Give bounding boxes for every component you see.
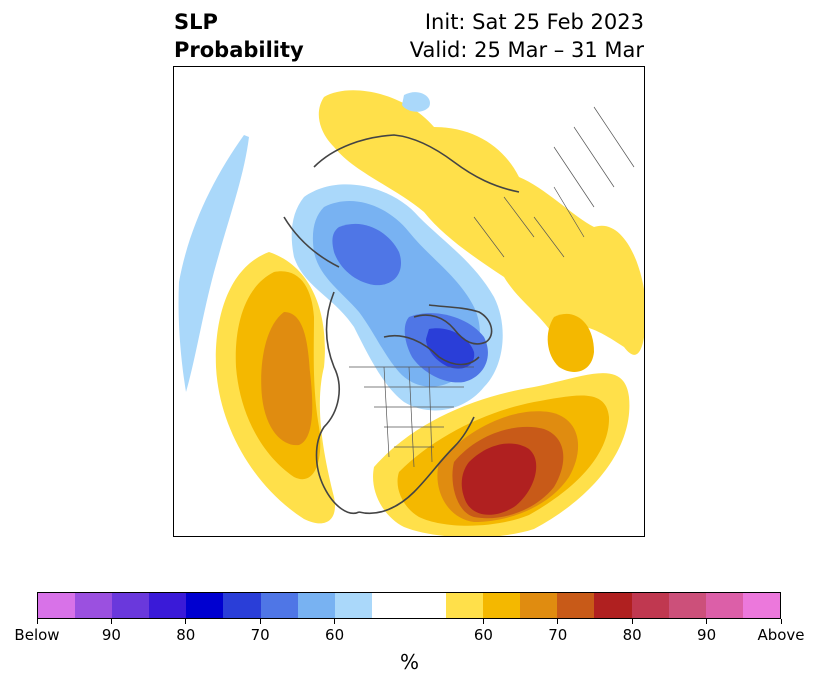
colorbar-tickmarks xyxy=(36,619,782,625)
valid-range: Valid: 25 Mar – 31 Mar xyxy=(409,38,644,62)
pacific-negative-region xyxy=(178,135,249,392)
colorbar-swatch xyxy=(371,593,409,618)
title-variable: SLP xyxy=(174,10,218,34)
colorbar-swatch xyxy=(668,593,706,618)
colorbar-swatch xyxy=(705,593,743,618)
colorbar-swatch xyxy=(520,593,558,618)
colorbar-swatch xyxy=(38,593,76,618)
hudson-arctic-coast xyxy=(383,334,480,366)
colorbar-tick-mark xyxy=(259,619,261,624)
colorbar-tick-label: 60 xyxy=(473,626,493,644)
colorbar-tick-label: 90 xyxy=(697,626,717,644)
colorbar-tick-labels: Below 90 80 70 60 60 70 80 90 Above xyxy=(14,626,804,646)
colorbar-tick-mark xyxy=(334,619,336,624)
colorbar-swatch xyxy=(112,593,150,618)
colorbar-tick-label: Above xyxy=(757,626,805,644)
colorbar-tick-mark xyxy=(36,619,38,624)
colorbar-tick-label: 70 xyxy=(548,626,568,644)
colorbar-swatch xyxy=(75,593,113,618)
eurasia-borders xyxy=(473,186,585,258)
eurasia-positive-gold xyxy=(547,313,594,372)
colorbar-tick-mark xyxy=(631,619,633,624)
colorbar-swatch xyxy=(334,593,372,618)
colorbar-swatch xyxy=(297,593,335,618)
colorbar-tick-mark xyxy=(557,619,559,624)
probability-colorbar xyxy=(37,592,781,619)
coastlines xyxy=(283,134,520,515)
colorbar-tick-label: 80 xyxy=(622,626,642,644)
colorbar-swatch xyxy=(594,593,632,618)
arctic-negative-blue-west xyxy=(332,223,402,286)
political-borders xyxy=(349,106,635,468)
map-title: SLP Probability xyxy=(174,8,304,64)
colorbar-tick-label: 70 xyxy=(250,626,270,644)
scandinavia-negative xyxy=(402,92,430,112)
us-state-lines-vertical xyxy=(383,366,433,468)
colorbar-unit-label: % xyxy=(399,650,419,674)
init-date: Init: Sat 25 Feb 2023 xyxy=(424,10,644,34)
colorbar-swatch xyxy=(557,593,595,618)
colorbar-swatch xyxy=(742,593,780,618)
colorbar-swatch xyxy=(631,593,669,618)
eurasia-positive-yellow xyxy=(318,90,644,355)
colorbar-swatch xyxy=(408,593,447,618)
colorbar-tick-mark xyxy=(706,619,708,624)
map-canvas xyxy=(174,67,644,536)
probability-map xyxy=(173,66,645,537)
bering-coast xyxy=(283,216,340,268)
title-metric: Probability xyxy=(174,38,304,62)
colorbar-swatch xyxy=(149,593,187,618)
asia-borders xyxy=(553,106,635,208)
eurasia-north-coast xyxy=(313,134,520,193)
colorbar-tick-mark xyxy=(780,619,782,624)
colorbar-tick-label: Below xyxy=(14,626,60,644)
colorbar-swatch xyxy=(483,593,521,618)
colorbar-tick-mark xyxy=(110,619,112,624)
colorbar-tick-mark xyxy=(482,619,484,624)
colorbar-tick-label: 80 xyxy=(176,626,196,644)
colorbar-tick-mark xyxy=(185,619,187,624)
north-america-east-coast xyxy=(358,416,475,515)
colorbar-swatch xyxy=(223,593,261,618)
colorbar-swatch xyxy=(446,593,484,618)
atlantic-positive-red xyxy=(461,443,537,515)
colorbar-tick-label: 60 xyxy=(325,626,345,644)
colorbar-swatch xyxy=(186,593,224,618)
us-state-lines xyxy=(364,386,464,448)
colorbar-tick-label: 90 xyxy=(101,626,121,644)
map-dates: Init: Sat 25 Feb 2023 Valid: 25 Mar – 31… xyxy=(410,8,644,64)
greenland-outline xyxy=(413,304,493,345)
colorbar-swatch xyxy=(260,593,298,618)
pacific-positive-orange xyxy=(261,312,313,446)
north-america-west-coast xyxy=(315,291,360,514)
